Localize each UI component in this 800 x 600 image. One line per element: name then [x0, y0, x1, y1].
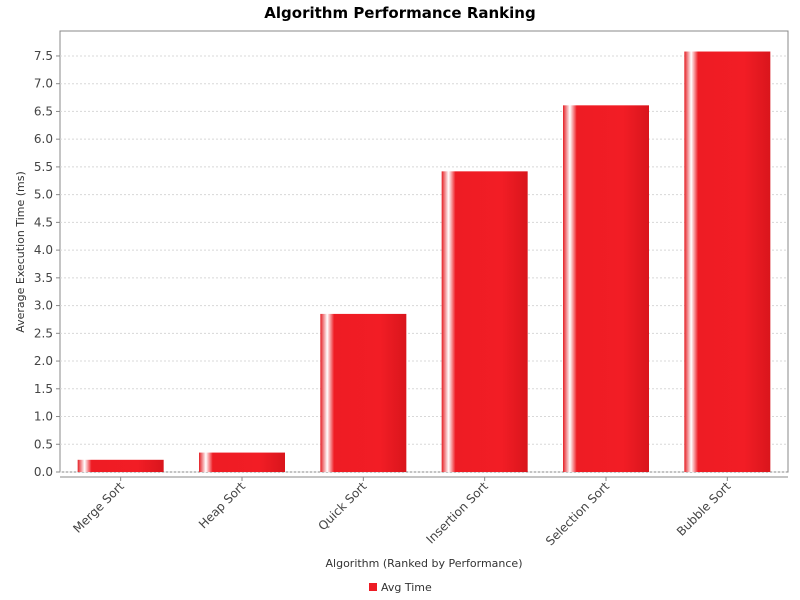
legend: Avg Time: [369, 581, 432, 594]
y-tick-label: 7.0: [34, 77, 53, 91]
y-tick-label: 6.0: [34, 132, 53, 146]
bar: [77, 459, 164, 472]
x-axis-ticks: Merge Sort Heap Sort Quick Sort Insertion S…: [70, 477, 734, 548]
y-tick-label: 4.5: [34, 215, 53, 229]
x-tick-label: Selection Sort: [543, 479, 612, 548]
x-tick-label: Insertion Sort: [424, 479, 491, 546]
bar: [563, 105, 649, 472]
y-axis-label: Average Execution Time (ms): [14, 171, 27, 333]
y-tick-label: 3.5: [34, 271, 53, 285]
x-tick-label: Quick Sort: [315, 479, 369, 533]
plot-area: [59, 30, 789, 473]
y-tick-label: 4.0: [34, 243, 53, 257]
y-tick-label: 6.5: [34, 104, 53, 118]
y-tick-label: 5.0: [34, 188, 53, 202]
bar: [199, 452, 285, 472]
bars: [77, 51, 771, 473]
y-axis-ticks: 0.0 0.5 1.0 1.5 2.0 2.5 3.0 3.5 4.0 4.5 5.0 5.5 6.0 6…: [34, 49, 60, 479]
bar: [320, 313, 407, 472]
x-tick-label: Bubble Sort: [674, 479, 734, 539]
y-tick-label: 0.5: [34, 437, 53, 451]
grid-lines: [60, 55, 788, 473]
bar: [441, 171, 528, 473]
y-tick-label: 3.0: [34, 299, 53, 313]
legend-label: Avg Time: [381, 581, 432, 594]
x-axis-label: Algorithm (Ranked by Performance): [326, 557, 523, 570]
y-tick-label: 1.5: [34, 382, 53, 396]
legend-swatch: [369, 583, 377, 591]
y-tick-label: 7.5: [34, 49, 53, 63]
x-tick-label: Merge Sort: [70, 479, 127, 536]
y-tick-label: 0.0: [34, 465, 53, 479]
y-tick-label: 2.0: [34, 354, 53, 368]
x-tick-label: Heap Sort: [196, 479, 248, 531]
y-tick-label: 5.5: [34, 160, 53, 174]
y-tick-label: 1.0: [34, 410, 53, 424]
chart-title: Algorithm Performance Ranking: [264, 4, 535, 22]
y-tick-label: 2.5: [34, 326, 53, 340]
bar: [684, 51, 771, 472]
